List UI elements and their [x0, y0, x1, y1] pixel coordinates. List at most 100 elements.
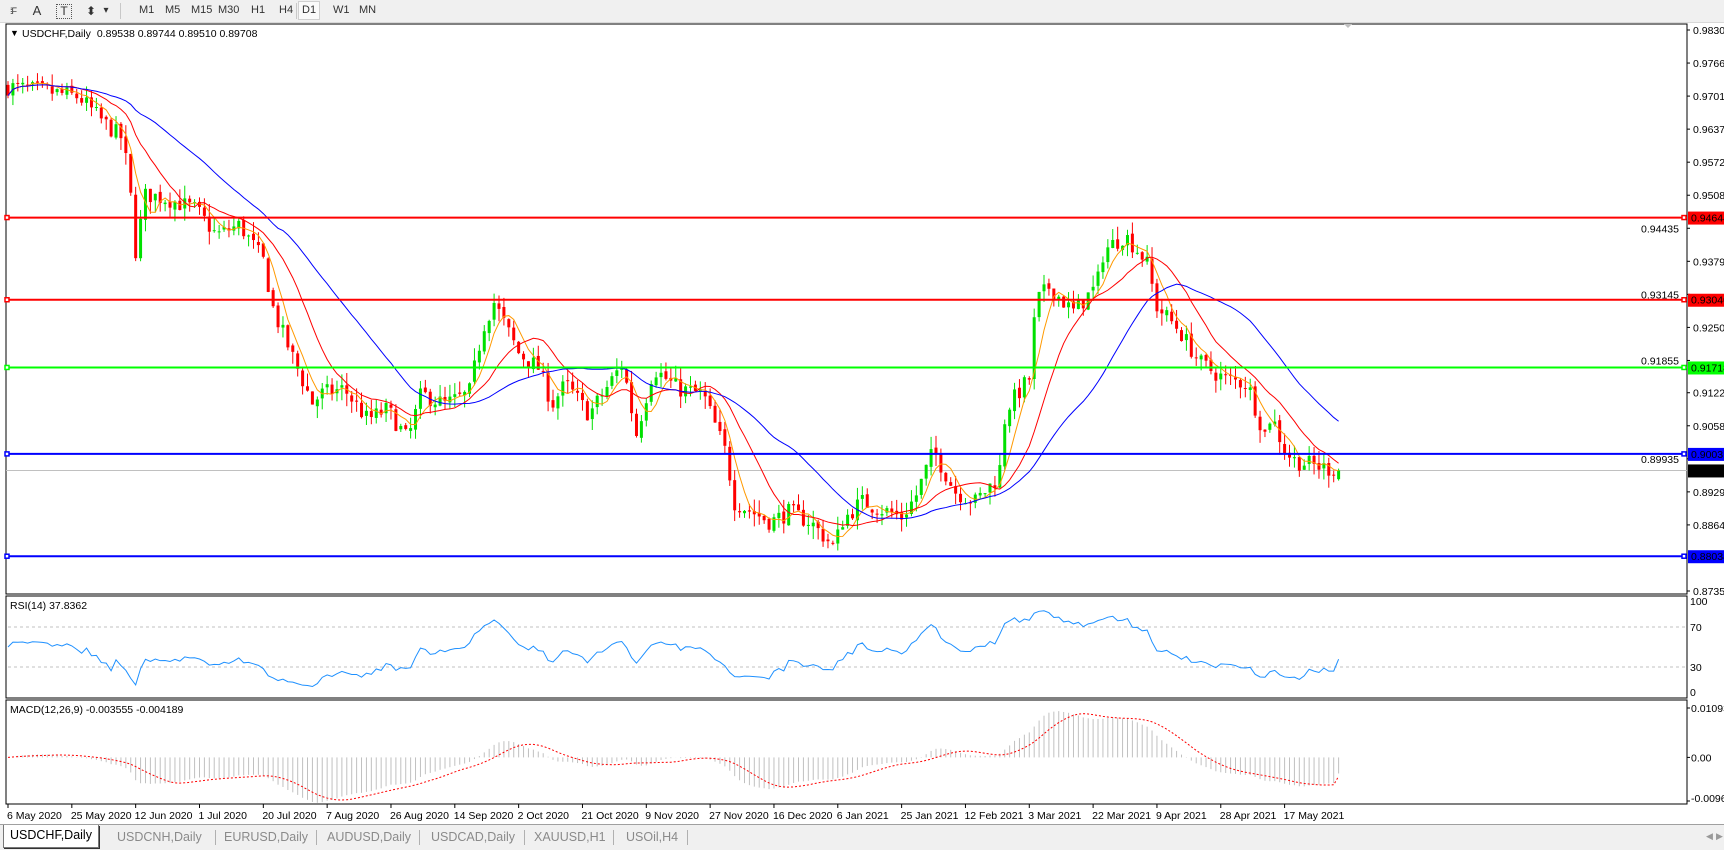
toolbar-separator [296, 3, 297, 19]
tab-usdcad-daily[interactable]: USDCAD,Daily [431, 830, 516, 844]
candle [1209, 351, 1213, 375]
candle-body [1017, 387, 1021, 399]
candle [787, 501, 791, 526]
candle [163, 199, 167, 212]
candle [865, 488, 869, 508]
timeframe-m15[interactable]: M15 [191, 4, 213, 16]
tab-usdchf-daily[interactable]: USDCHF,Daily [3, 825, 99, 848]
chart-shift-marker-icon[interactable] [1344, 24, 1352, 28]
tab-audusd-daily[interactable]: AUDUSD,Daily [327, 830, 412, 844]
toolbar-separator [120, 3, 121, 19]
candle [1145, 245, 1149, 265]
timeframe-h1[interactable]: H1 [251, 4, 266, 16]
moving-average-line [7, 82, 1339, 538]
candle [143, 184, 147, 232]
scroll-right-icon[interactable]: ▶ [1716, 831, 1723, 841]
candle-body [1135, 252, 1139, 254]
tab-usdcnh-daily[interactable]: USDCNH,Daily [117, 830, 202, 844]
chart-canvas[interactable]: 100 70 30 0 0.01093 0.00 -0.00965 0.98305 0.97… [0, 0, 1724, 824]
candle-body [1160, 309, 1164, 314]
fibo-fan-icon[interactable]: ⁞F [10, 6, 17, 16]
candle [1111, 229, 1115, 249]
candle-body [625, 369, 629, 383]
timeframe-w1[interactable]: W1 [333, 4, 350, 16]
candle-body [841, 527, 845, 530]
candle [777, 504, 781, 528]
candle [1234, 366, 1237, 389]
candle [826, 533, 830, 549]
candle [463, 390, 467, 408]
candle-body [443, 397, 447, 401]
candle-body [291, 345, 295, 352]
text-label-icon[interactable]: T [56, 4, 72, 19]
macd-label: MACD(12,26,9) -0.003555 -0.004189 [10, 704, 184, 716]
level-handle-icon [4, 296, 10, 303]
candle-body [639, 421, 643, 438]
candle-body [816, 521, 820, 529]
candle-body [566, 380, 570, 382]
candle [374, 399, 378, 424]
candle [355, 388, 359, 412]
candle [536, 345, 540, 370]
scroll-left-icon[interactable]: ◀ [1706, 831, 1713, 841]
candle [767, 517, 771, 533]
dropdown-icon[interactable]: ▾ [103, 5, 109, 16]
candle-body [571, 381, 575, 390]
candle [944, 471, 948, 486]
timeframe-m30[interactable]: M30 [218, 4, 240, 16]
tab-xauusd-h1[interactable]: XAUUSD,H1 [534, 830, 606, 844]
tab-eurusd-daily[interactable]: EURUSD,Daily [224, 830, 309, 844]
candle-body [1170, 311, 1174, 322]
candle-body [158, 191, 162, 203]
candle-body [458, 392, 462, 394]
timeframe-m5[interactable]: M5 [165, 4, 181, 16]
candle-body [1322, 463, 1326, 469]
candle-body [718, 421, 722, 432]
collapse-icon[interactable]: ▼ [10, 28, 19, 38]
candle-body [811, 522, 815, 527]
candle-body [1297, 457, 1301, 471]
arrows-icon[interactable]: ⬍ [85, 4, 97, 18]
candle-body [541, 370, 545, 372]
candle-body [1175, 320, 1179, 329]
timeframe-mn[interactable]: MN [359, 4, 377, 16]
candle [620, 360, 624, 379]
candle [713, 400, 717, 423]
rsi-tick-label: 0 [1690, 687, 1696, 699]
candle-body [26, 84, 30, 86]
candle [1278, 414, 1282, 455]
tab-separator [524, 830, 525, 845]
candle-body [256, 241, 260, 246]
candle [75, 88, 79, 104]
candle-body [502, 307, 506, 318]
candle [1204, 353, 1208, 368]
candle [993, 475, 997, 497]
candle [752, 499, 756, 527]
timeframe-m1[interactable]: M1 [139, 4, 155, 16]
candle-body [787, 503, 791, 526]
candle [919, 478, 923, 499]
candle [1253, 381, 1257, 418]
candle-body [1263, 429, 1267, 432]
candle-body [782, 511, 786, 524]
candle [1165, 306, 1169, 322]
candle-body [576, 390, 580, 393]
timeframe-h4[interactable]: H4 [279, 4, 294, 16]
candle-body [482, 331, 486, 352]
timeframe-d1[interactable]: D1 [298, 1, 321, 20]
candle [158, 184, 162, 212]
candle-body [1312, 455, 1316, 464]
candle-body [733, 480, 737, 511]
candle-body [743, 510, 746, 514]
text-icon[interactable]: A [32, 3, 42, 18]
candle [104, 115, 108, 130]
tab-usoil-h4[interactable]: USOil,H4 [626, 830, 679, 844]
candle [414, 404, 418, 439]
candle [443, 386, 447, 410]
candle-body [286, 325, 290, 348]
level-price-badge [1688, 211, 1724, 225]
date-tick-label: 1 Jul 2020 [198, 810, 247, 822]
candle [1322, 454, 1326, 480]
